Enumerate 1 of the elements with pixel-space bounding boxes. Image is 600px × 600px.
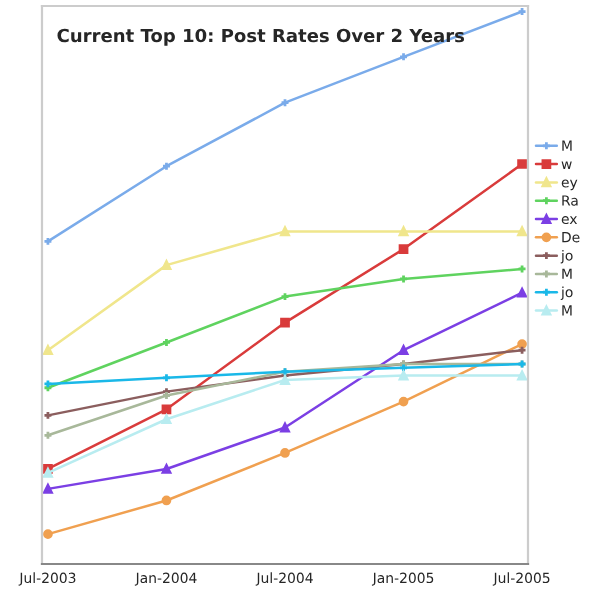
text: Current Top 10: Post Rates Over 2 Years [57,28,465,46]
